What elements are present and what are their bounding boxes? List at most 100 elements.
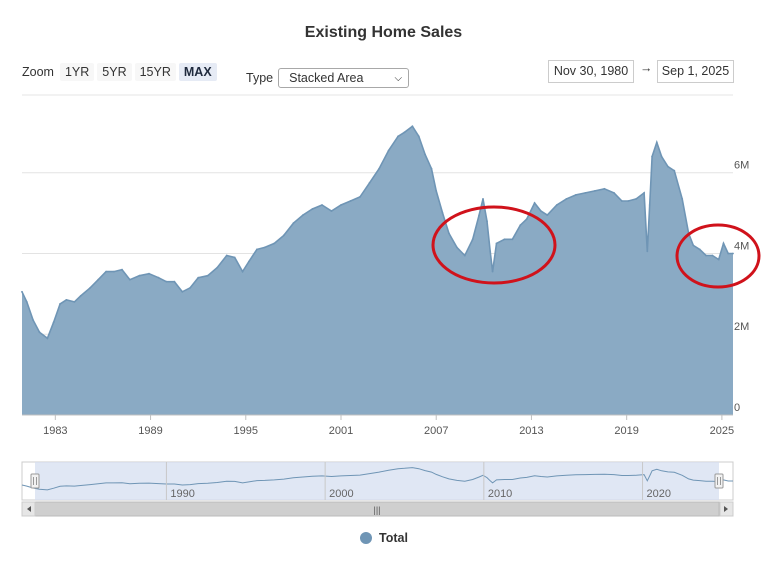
data-point xyxy=(21,290,23,293)
navigator-label: 2000 xyxy=(329,488,353,500)
scrollbar-grip: ||| xyxy=(373,505,380,515)
data-point xyxy=(181,290,184,293)
data-point xyxy=(448,232,450,235)
x-tick-label: 1989 xyxy=(138,425,162,437)
data-point xyxy=(519,224,522,227)
data-point xyxy=(138,274,141,277)
data-point xyxy=(283,234,285,237)
data-point xyxy=(79,295,82,297)
data-point xyxy=(197,276,200,279)
data-point xyxy=(248,260,250,263)
type-label: Type xyxy=(246,71,274,85)
y-tick-label: 0 xyxy=(734,402,740,414)
x-tick-label: 1995 xyxy=(234,425,258,437)
data-point xyxy=(575,194,577,196)
data-point xyxy=(489,250,492,253)
data-point xyxy=(411,125,414,128)
data-point xyxy=(692,244,695,247)
data-point xyxy=(148,272,150,275)
type-control: Type Stacked Area ⌵ xyxy=(246,68,410,88)
x-tick-label: 2013 xyxy=(519,425,543,437)
data-point xyxy=(643,192,645,194)
data-point xyxy=(89,286,92,289)
data-point xyxy=(603,187,606,190)
zoom-max-button[interactable]: MAX xyxy=(178,63,217,81)
y-tick-label: 2M xyxy=(734,321,749,333)
data-point xyxy=(340,204,342,206)
data-point xyxy=(584,192,587,194)
chart-type-select[interactable]: Stacked Area ⌵ xyxy=(278,68,410,88)
zoom-5yr-button[interactable]: 5YR xyxy=(97,63,132,81)
navigator-label: 2010 xyxy=(488,488,512,500)
data-point xyxy=(165,280,168,283)
data-point xyxy=(113,270,115,273)
x-tick-label: 2025 xyxy=(710,425,734,437)
data-point xyxy=(511,238,514,241)
data-point xyxy=(705,254,707,257)
x-tick-label: 2001 xyxy=(329,425,353,437)
data-point xyxy=(273,242,276,245)
navigator-handle-right[interactable] xyxy=(714,473,724,489)
data-point xyxy=(655,141,658,144)
zoom-1yr-button[interactable]: 1YR xyxy=(59,63,95,81)
data-point xyxy=(321,204,323,206)
y-tick-label: 4M xyxy=(734,240,749,252)
data-point xyxy=(698,248,701,251)
data-point xyxy=(206,274,209,277)
data-point xyxy=(292,222,295,225)
data-point xyxy=(646,250,649,253)
data-point xyxy=(430,167,433,170)
navigator-handle-left[interactable] xyxy=(30,473,40,489)
data-point xyxy=(621,200,623,202)
chart-type-value: Stacked Area xyxy=(289,71,364,85)
data-point xyxy=(486,220,488,223)
data-point xyxy=(732,252,734,255)
data-point xyxy=(65,299,68,301)
data-point xyxy=(491,270,494,273)
zoom-controls: Zoom 1YR 5YR 15YR MAX xyxy=(22,62,220,82)
data-point xyxy=(667,165,669,168)
range-to-input[interactable]: Sep 1, 2025 xyxy=(657,60,734,83)
data-point xyxy=(330,210,333,213)
data-point xyxy=(97,278,100,281)
data-point xyxy=(349,200,352,202)
data-point xyxy=(397,135,399,138)
data-point xyxy=(635,198,638,200)
zoom-15yr-button[interactable]: 15YR xyxy=(134,63,176,81)
range-from-input[interactable]: Nov 30, 1980 xyxy=(548,60,634,83)
data-point xyxy=(38,331,41,334)
navigator-label: 1990 xyxy=(170,488,194,500)
x-tick-label: 2007 xyxy=(424,425,448,437)
data-point xyxy=(73,301,76,303)
navigator-selection[interactable] xyxy=(35,462,719,500)
data-point xyxy=(717,258,720,261)
data-point xyxy=(441,212,444,215)
data-point xyxy=(46,337,49,340)
data-point xyxy=(173,280,176,283)
data-point xyxy=(471,238,474,241)
data-point xyxy=(241,270,244,273)
data-point xyxy=(424,153,426,156)
scroll-left-arrow-icon xyxy=(27,506,31,512)
data-point xyxy=(216,266,219,269)
navigator-series-line xyxy=(21,467,733,491)
data-point xyxy=(478,214,480,217)
data-point xyxy=(302,214,304,217)
data-point xyxy=(378,167,380,170)
data-point xyxy=(59,303,61,305)
data-point xyxy=(546,214,549,217)
data-point xyxy=(25,301,28,303)
data-point xyxy=(189,286,192,289)
data-point xyxy=(417,135,420,138)
highlight-circle-2008-2013 xyxy=(431,205,557,285)
data-point xyxy=(311,208,314,210)
data-point xyxy=(32,319,34,321)
data-point xyxy=(105,270,107,273)
legend-marker xyxy=(360,532,372,544)
data-point xyxy=(435,190,438,192)
legend-item-total[interactable]: Total xyxy=(360,531,408,545)
data-point xyxy=(157,276,160,279)
range-arrow: → xyxy=(640,61,653,75)
data-point xyxy=(681,198,684,200)
